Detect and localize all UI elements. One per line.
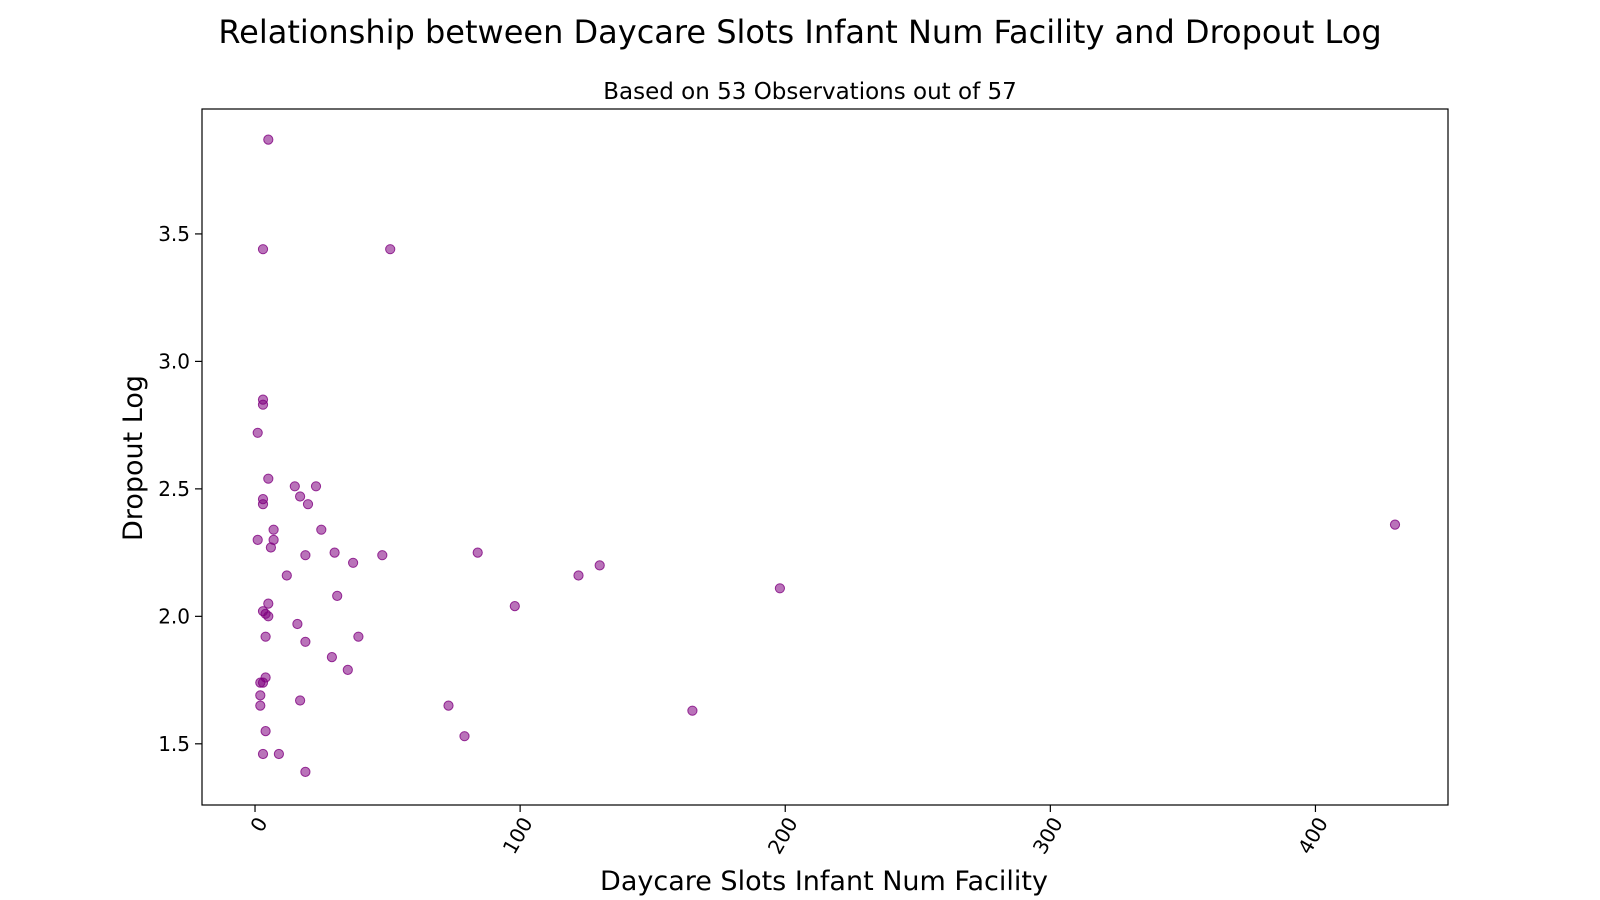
data-point xyxy=(265,542,276,553)
y-tick-label: 3.0 xyxy=(158,349,190,373)
data-point xyxy=(273,748,284,760)
y-tick-label: 2.0 xyxy=(158,604,190,628)
data-point xyxy=(443,700,454,711)
data-point xyxy=(1389,519,1401,530)
data-point xyxy=(257,499,269,510)
data-point xyxy=(257,677,269,688)
data-point xyxy=(281,570,292,581)
data-point xyxy=(257,399,269,410)
data-point xyxy=(310,481,322,492)
data-points xyxy=(252,134,1401,778)
data-point xyxy=(348,557,359,568)
x-tick-label: 300 xyxy=(1028,813,1068,858)
data-point xyxy=(353,631,364,642)
data-point xyxy=(509,601,520,612)
data-point xyxy=(263,473,274,484)
data-point xyxy=(573,570,584,581)
x-tick-label: 400 xyxy=(1293,813,1333,858)
data-point xyxy=(594,560,605,571)
data-point xyxy=(260,631,271,642)
data-point xyxy=(263,611,274,622)
data-point xyxy=(332,590,343,602)
data-point xyxy=(295,695,306,706)
data-point xyxy=(329,547,340,558)
data-point xyxy=(252,427,263,438)
y-tick-label: 3.5 xyxy=(158,222,190,246)
y-tick-label: 1.5 xyxy=(158,732,190,756)
data-point xyxy=(300,636,311,647)
data-point xyxy=(472,547,483,558)
data-point xyxy=(687,705,698,716)
data-point xyxy=(326,652,337,663)
data-point xyxy=(385,244,396,255)
chart-title: Relationship between Daycare Slots Infan… xyxy=(218,13,1381,51)
data-point xyxy=(295,491,306,502)
x-tick-label: 0 xyxy=(245,813,272,836)
plot-area xyxy=(201,108,1449,806)
data-point xyxy=(774,583,786,594)
data-point xyxy=(257,244,269,255)
data-point xyxy=(300,766,311,778)
data-point xyxy=(257,748,269,760)
data-point xyxy=(255,700,266,711)
data-point xyxy=(377,550,388,561)
data-point xyxy=(260,726,271,737)
data-point xyxy=(316,524,327,535)
data-point xyxy=(255,690,266,701)
data-point xyxy=(300,550,311,561)
x-axis: 0 100 200 300 400 xyxy=(245,805,1333,858)
data-point xyxy=(289,481,300,492)
y-axis-label: Dropout Log xyxy=(118,375,149,541)
x-tick-label: 200 xyxy=(763,813,803,858)
data-point xyxy=(263,134,274,145)
data-point xyxy=(302,499,314,510)
y-axis: 1.5 2.0 2.5 3.0 3.5 xyxy=(158,222,202,756)
chart-subtitle: Based on 53 Observations out of 57 xyxy=(603,79,1017,105)
data-point xyxy=(263,598,274,609)
data-point xyxy=(268,524,279,535)
data-point xyxy=(459,731,470,742)
data-point xyxy=(342,664,353,676)
x-axis-label: Daycare Slots Infant Num Facility xyxy=(600,866,1048,897)
data-point xyxy=(252,534,263,546)
data-point xyxy=(292,618,303,630)
x-tick-label: 100 xyxy=(498,813,538,858)
y-tick-label: 2.5 xyxy=(158,477,190,501)
